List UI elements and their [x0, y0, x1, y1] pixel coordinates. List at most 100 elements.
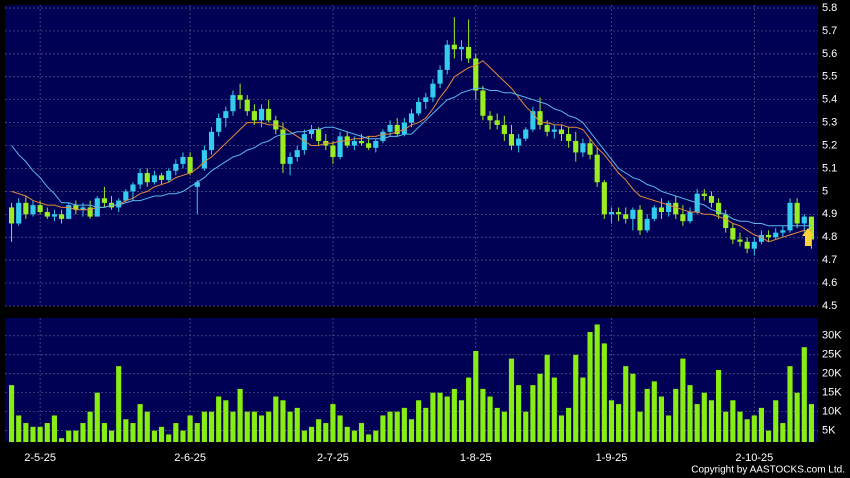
- y-tick-label: 10K: [822, 406, 842, 418]
- volume-bar: [258, 415, 265, 442]
- volume-bar: [766, 430, 772, 442]
- y-tick-label: 5.3: [822, 117, 837, 129]
- candle-body: [787, 202, 793, 231]
- candle-body: [258, 108, 265, 121]
- volume-bar: [358, 423, 365, 442]
- volume-bar: [344, 426, 350, 442]
- volume-bar: [337, 415, 343, 442]
- candle-body: [180, 157, 186, 164]
- candle-body: [751, 241, 757, 249]
- volume-bar: [237, 388, 243, 442]
- volume-bar: [501, 411, 507, 442]
- volume-bar: [687, 385, 693, 442]
- candle-body: [223, 111, 229, 119]
- candle-body: [501, 124, 507, 135]
- volume-bar: [558, 415, 565, 442]
- candle-body: [680, 214, 686, 222]
- candle-body: [687, 212, 693, 222]
- candle-body: [523, 129, 529, 139]
- candle-body: [794, 202, 800, 224]
- volume-bar: [201, 411, 207, 442]
- volume-bar: [644, 388, 650, 442]
- volume-bar: [230, 411, 236, 442]
- volume-bar: [473, 350, 479, 442]
- candle-body: [37, 205, 43, 213]
- candle-body: [158, 175, 165, 180]
- volume-bar: [666, 415, 672, 442]
- candle-body: [251, 111, 257, 121]
- candle-body: [16, 202, 22, 224]
- volume-bar: [173, 423, 179, 442]
- candle-body: [658, 207, 665, 213]
- candle-body: [487, 115, 493, 121]
- copyright: Copyright by AASTOCKS.com Ltd.: [691, 465, 845, 476]
- volume-bar: [787, 366, 793, 442]
- candle-body: [394, 124, 400, 135]
- candle-body: [301, 134, 307, 151]
- candle-body: [194, 182, 200, 187]
- candle-body: [601, 182, 607, 215]
- volume-bar: [737, 411, 743, 442]
- candle-body: [508, 134, 515, 146]
- candle-body: [423, 97, 429, 102]
- price-panel: [5, 5, 818, 306]
- volume-bar: [373, 430, 379, 442]
- volume-bar: [680, 358, 686, 442]
- candle-body: [408, 113, 415, 123]
- x-tick-label: 2-6-25: [174, 452, 206, 464]
- volume-bar: [323, 423, 329, 442]
- candle-body: [44, 212, 50, 217]
- candle-body: [294, 150, 300, 157]
- volume-bar: [480, 388, 486, 442]
- candle-body: [80, 207, 86, 210]
- candle-body: [73, 205, 79, 210]
- volume-bar: [108, 430, 115, 442]
- volume-bar: [316, 419, 322, 442]
- candle-body: [708, 195, 715, 203]
- y-tick-label: 5.1: [822, 162, 837, 174]
- y-tick-label: 4.5: [822, 300, 837, 312]
- y-tick-label: 20K: [822, 368, 842, 380]
- volume-bar: [701, 392, 707, 442]
- volume-bar: [487, 396, 493, 442]
- candle-body: [494, 120, 500, 125]
- y-tick-label: 5.7: [822, 25, 837, 37]
- candle-body: [230, 95, 236, 112]
- candle-body: [444, 44, 450, 70]
- candle-body: [166, 170, 172, 180]
- volume-bar: [694, 404, 700, 442]
- y-tick-label: 25K: [822, 349, 842, 361]
- candle-body: [280, 129, 286, 164]
- candle-body: [187, 157, 193, 174]
- candle-body: [637, 209, 643, 231]
- candle-body: [87, 207, 93, 217]
- volume-bar: [408, 419, 415, 442]
- volume-bar: [451, 388, 457, 442]
- candle-body: [551, 129, 557, 132]
- candle-body: [380, 131, 386, 141]
- candle-body: [23, 202, 29, 215]
- volume-bar: [394, 411, 400, 442]
- candle-body: [573, 140, 579, 153]
- volume-bar: [444, 396, 450, 442]
- volume-bar: [8, 385, 15, 442]
- y-tick-label: 5.4: [822, 94, 837, 106]
- volume-bar: [187, 415, 193, 442]
- volume-bar: [780, 423, 786, 442]
- volume-bar: [458, 400, 465, 442]
- volume-bar: [587, 332, 593, 442]
- volume-bar: [673, 388, 679, 442]
- candle-body: [466, 46, 472, 59]
- candle-body: [773, 232, 779, 238]
- volume-bar: [66, 430, 72, 442]
- volume-bar: [794, 392, 800, 442]
- volume-bar: [194, 423, 200, 442]
- candle-body: [651, 207, 657, 219]
- x-tick-label: 1-9-25: [596, 452, 628, 464]
- volume-bar: [658, 396, 665, 442]
- volume-bar: [130, 423, 136, 442]
- y-tick-label: 4.6: [822, 277, 837, 289]
- candle-body: [430, 83, 436, 98]
- candle-body: [130, 184, 136, 192]
- candle-body: [451, 44, 457, 50]
